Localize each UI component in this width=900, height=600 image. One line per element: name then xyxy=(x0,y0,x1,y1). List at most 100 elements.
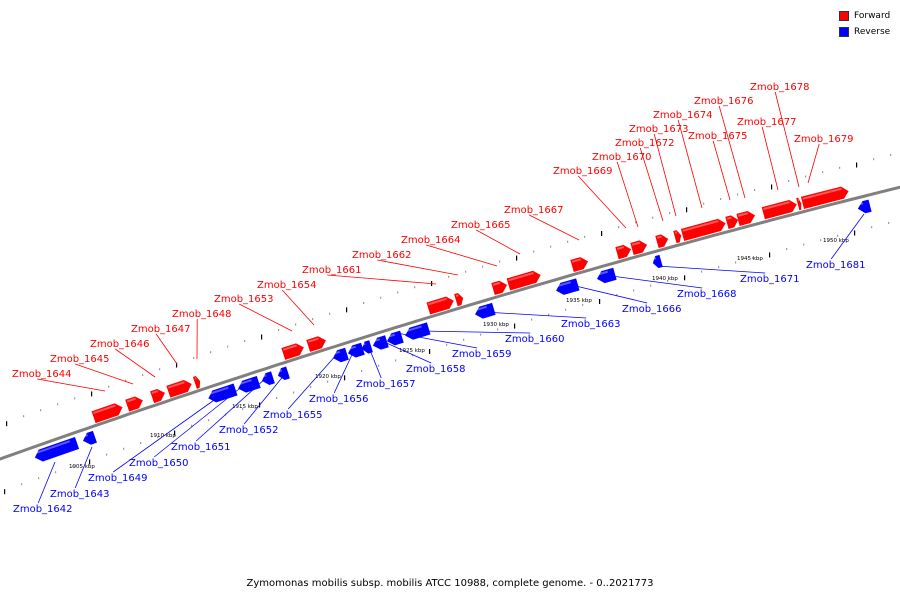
Zmob_1658-arrow[interactable] xyxy=(372,335,389,352)
gene-arrow[interactable] xyxy=(555,278,580,297)
gene-arrow[interactable] xyxy=(33,437,80,463)
gene-arrow[interactable] xyxy=(673,230,683,244)
Zmob_1663-arrow[interactable] xyxy=(474,302,496,320)
gene-label[interactable]: Zmob_1675 xyxy=(688,131,748,142)
Zmob_1666-arrow[interactable] xyxy=(555,278,580,297)
Zmob_1671-arrow[interactable] xyxy=(652,254,663,269)
gene-label[interactable]: Zmob_1671 xyxy=(740,274,800,285)
Zmob_1643-arrow[interactable] xyxy=(81,430,97,446)
gene-label[interactable]: Zmob_1679 xyxy=(794,134,854,145)
Zmob_1660-arrow[interactable] xyxy=(404,322,431,341)
Zmob_1648-arrow[interactable] xyxy=(192,376,202,389)
Zmob_1654-arrow[interactable] xyxy=(306,335,328,352)
gene-arrow[interactable] xyxy=(796,197,803,211)
gene-arrow[interactable] xyxy=(276,366,290,381)
gene-arrow[interactable] xyxy=(125,395,144,412)
Zmob_1672-arrow[interactable] xyxy=(655,233,670,249)
gene-arrow[interactable] xyxy=(652,254,663,269)
gene-label[interactable]: Zmob_1668 xyxy=(677,289,737,300)
gene-arrow[interactable] xyxy=(736,210,757,226)
Zmob_1673-arrow[interactable] xyxy=(673,230,683,244)
Zmob_1645-arrow[interactable] xyxy=(125,395,144,412)
gene-label[interactable]: Zmob_1644 xyxy=(12,369,72,380)
Zmob_1659-arrow[interactable] xyxy=(386,330,404,347)
Zmob_1647-arrow[interactable] xyxy=(166,378,194,398)
gene-label[interactable]: Zmob_1661 xyxy=(302,265,362,276)
Zmob_1646-arrow[interactable] xyxy=(150,387,166,404)
gene-label[interactable]: Zmob_1657 xyxy=(356,379,416,390)
gene-label[interactable]: Zmob_1649 xyxy=(88,473,148,484)
gene-label[interactable]: Zmob_1650 xyxy=(129,458,189,469)
gene-label[interactable]: Zmob_1677 xyxy=(737,117,797,128)
Zmob_1655-arrow[interactable] xyxy=(332,347,349,364)
gene-label[interactable]: Zmob_1674 xyxy=(653,110,713,121)
gene-arrow[interactable] xyxy=(454,292,464,307)
Zmob_1652-arrow[interactable] xyxy=(276,366,290,381)
gene-arrow[interactable] xyxy=(615,244,633,260)
gene-label[interactable]: Zmob_1670 xyxy=(592,152,652,163)
gene-label[interactable]: Zmob_1676 xyxy=(694,96,754,107)
Zmob_1664-arrow[interactable] xyxy=(491,279,509,296)
Zmob_1669-arrow[interactable] xyxy=(615,244,633,260)
gene-arrow[interactable] xyxy=(91,402,124,424)
Zmob_1653-arrow[interactable] xyxy=(281,342,306,360)
Zmob_1670-arrow[interactable] xyxy=(630,239,649,255)
gene-arrow[interactable] xyxy=(372,335,389,352)
Zmob_1679-arrow[interactable] xyxy=(800,185,850,209)
gene-label[interactable]: Zmob_1647 xyxy=(131,324,191,335)
gene-label[interactable]: Zmob_1654 xyxy=(257,280,317,291)
Zmob_1644-arrow[interactable] xyxy=(91,402,124,424)
gene-label[interactable]: Zmob_1642 xyxy=(13,504,73,515)
gene-label[interactable]: Zmob_1645 xyxy=(50,354,110,365)
gene-label[interactable]: Zmob_1667 xyxy=(504,205,564,216)
gene-label[interactable]: Zmob_1662 xyxy=(352,250,412,261)
gene-label[interactable]: Zmob_1656 xyxy=(309,394,369,405)
gene-arrow[interactable] xyxy=(630,239,649,255)
gene-arrow[interactable] xyxy=(761,199,798,220)
Zmob_1649-arrow[interactable] xyxy=(207,383,238,404)
gene-arrow[interactable] xyxy=(404,322,431,341)
gene-label[interactable]: Zmob_1664 xyxy=(401,235,461,246)
gene-label[interactable]: Zmob_1658 xyxy=(406,364,466,375)
Zmob_1676-arrow[interactable] xyxy=(736,210,757,226)
gene-label[interactable]: Zmob_1659 xyxy=(452,349,512,360)
Zmob_1642-arrow[interactable] xyxy=(33,437,80,463)
Zmob_1674-arrow[interactable] xyxy=(680,218,727,241)
Zmob_1668-arrow[interactable] xyxy=(596,267,617,284)
gene-arrow[interactable] xyxy=(386,330,404,347)
gene-label[interactable]: Zmob_1665 xyxy=(451,220,511,231)
Zmob_1675-arrow[interactable] xyxy=(725,214,740,229)
gene-arrow[interactable] xyxy=(474,302,496,320)
Zmob_1651-arrow[interactable] xyxy=(260,371,275,387)
gene-arrow[interactable] xyxy=(237,375,261,394)
Zmob_1665-arrow[interactable] xyxy=(506,269,542,291)
gene-label[interactable]: Zmob_1653 xyxy=(214,294,274,305)
Zmob_1677-arrow[interactable] xyxy=(761,199,798,220)
Zmob_1662-arrow[interactable] xyxy=(454,292,464,307)
gene-arrow[interactable] xyxy=(857,199,872,215)
gene-label[interactable]: Zmob_1681 xyxy=(806,260,866,271)
gene-arrow[interactable] xyxy=(491,279,509,296)
gene-arrow[interactable] xyxy=(81,430,97,446)
Zmob_1667-arrow[interactable] xyxy=(570,256,590,272)
gene-arrow[interactable] xyxy=(281,342,306,360)
gene-arrow[interactable] xyxy=(596,267,617,284)
Zmob_1650-arrow[interactable] xyxy=(237,375,261,394)
gene-label[interactable]: Zmob_1646 xyxy=(90,339,150,350)
gene-label[interactable]: Zmob_1666 xyxy=(622,304,682,315)
gene-label[interactable]: Zmob_1651 xyxy=(171,442,231,453)
gene-arrow[interactable] xyxy=(192,376,202,389)
gene-label[interactable]: Zmob_1652 xyxy=(219,425,279,436)
gene-arrow[interactable] xyxy=(725,214,740,229)
gene-label[interactable]: Zmob_1672 xyxy=(615,138,675,149)
gene-label[interactable]: Zmob_1655 xyxy=(263,410,323,421)
gene-arrow[interactable] xyxy=(426,295,455,315)
gene-arrow[interactable] xyxy=(680,218,727,241)
gene-arrow[interactable] xyxy=(150,387,166,404)
gene-label[interactable]: Zmob_1643 xyxy=(50,489,110,500)
gene-arrow[interactable] xyxy=(207,383,238,404)
gene-arrow[interactable] xyxy=(260,371,275,387)
gene-arrow[interactable] xyxy=(166,378,194,398)
gene-label[interactable]: Zmob_1648 xyxy=(172,309,232,320)
gene-arrow[interactable] xyxy=(570,256,590,272)
